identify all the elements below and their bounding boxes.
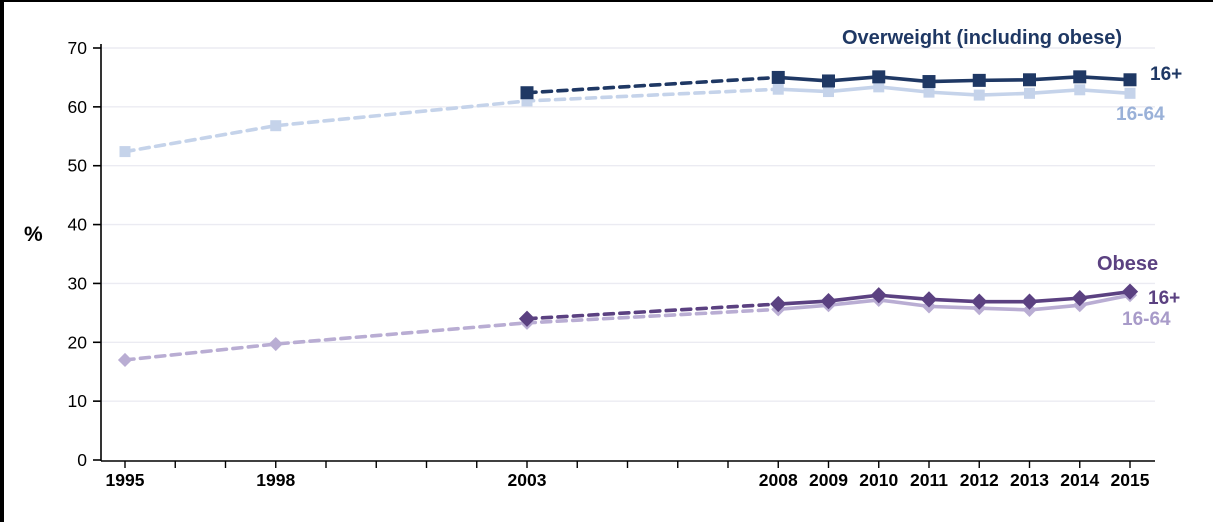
square-marker bbox=[270, 120, 282, 132]
diamond-marker bbox=[971, 293, 988, 310]
series-line-overweight-including-obese--16+ bbox=[776, 75, 1132, 84]
x-tick-label: 2015 bbox=[1111, 470, 1150, 490]
x-tick-label: 2008 bbox=[759, 470, 798, 490]
series-line-obese-16+ bbox=[525, 302, 781, 321]
series-line-obese-16-64 bbox=[776, 293, 1132, 312]
square-marker bbox=[972, 73, 986, 87]
series-line-overweight-including-obese--16-64 bbox=[776, 85, 1132, 97]
x-tick-label: 2003 bbox=[508, 470, 547, 490]
diamond-marker bbox=[820, 292, 837, 310]
y-tick-label: 10 bbox=[68, 391, 88, 411]
diamond-marker bbox=[1022, 302, 1037, 317]
diamond-marker bbox=[870, 287, 887, 304]
x-tick-label: 2014 bbox=[1060, 470, 1099, 490]
series-line-overweight-including-obese--16+ bbox=[525, 75, 781, 95]
square-marker bbox=[873, 81, 885, 93]
square-marker bbox=[772, 83, 784, 95]
square-marker bbox=[771, 70, 785, 84]
x-tick-label: 2010 bbox=[859, 470, 898, 490]
diamond-marker bbox=[117, 352, 133, 368]
overweight-16plus-series-label: 16+ bbox=[1150, 64, 1183, 85]
square-marker bbox=[1073, 70, 1087, 84]
y-tick-label: 60 bbox=[68, 97, 88, 117]
overweight-group-label: Overweight (including obese) bbox=[842, 27, 1123, 49]
square-marker bbox=[1123, 73, 1137, 87]
square-marker bbox=[1124, 87, 1136, 99]
square-marker bbox=[1023, 73, 1036, 87]
series-line-overweight-including-obese--16-64 bbox=[123, 87, 781, 154]
square-marker bbox=[1024, 87, 1035, 99]
x-tick-label: 1998 bbox=[256, 470, 295, 490]
square-marker bbox=[521, 95, 533, 107]
diamond-marker bbox=[770, 295, 787, 313]
overweight-16-64-series-label: 16-64 bbox=[1116, 104, 1165, 125]
square-marker bbox=[973, 89, 985, 101]
diamond-marker bbox=[920, 291, 938, 308]
square-marker bbox=[520, 86, 534, 100]
diamond-marker bbox=[518, 310, 536, 327]
square-marker bbox=[1074, 84, 1086, 96]
obese-16-64-series-label: 16-64 bbox=[1122, 309, 1171, 330]
x-tick-label: 2013 bbox=[1010, 470, 1049, 490]
square-marker bbox=[823, 86, 834, 98]
square-marker bbox=[923, 86, 935, 98]
y-tick-label: 50 bbox=[68, 156, 88, 176]
y-tick-label: 0 bbox=[77, 450, 87, 470]
square-marker bbox=[822, 74, 835, 88]
y-tick-label: 20 bbox=[68, 332, 88, 352]
x-tick-label: 2012 bbox=[960, 470, 999, 490]
obese-group-label: Obese bbox=[1097, 253, 1159, 275]
y-tick-label: 40 bbox=[68, 215, 88, 235]
square-marker bbox=[119, 146, 131, 158]
series-line-obese-16-64 bbox=[123, 307, 781, 362]
obese-16plus-series-label: 16+ bbox=[1148, 288, 1181, 309]
x-tick-label: 1995 bbox=[106, 470, 145, 490]
x-tick-label: 2009 bbox=[809, 470, 848, 490]
y-axis-unit-label: % bbox=[24, 223, 43, 246]
y-tick-label: 70 bbox=[68, 38, 88, 58]
square-marker bbox=[872, 70, 886, 84]
diamond-marker bbox=[268, 336, 283, 352]
series-line-obese-16+ bbox=[776, 289, 1132, 306]
square-marker bbox=[922, 75, 936, 89]
y-tick-label: 30 bbox=[68, 273, 88, 293]
x-tick-label: 2011 bbox=[910, 470, 948, 490]
diamond-marker bbox=[1021, 293, 1038, 310]
